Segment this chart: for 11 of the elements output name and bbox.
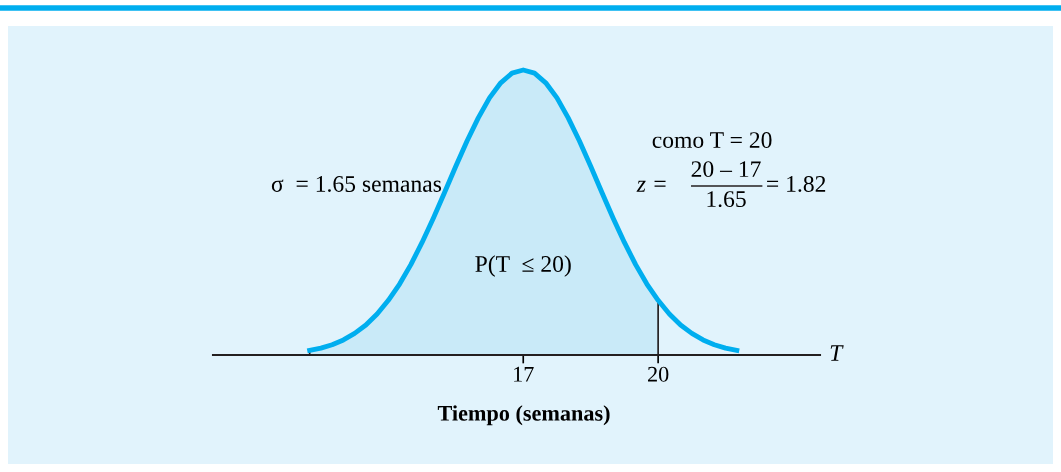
annotation: = 1.82 — [767, 175, 826, 192]
annotation: σ = 1.65 semanas — [271, 176, 442, 192]
annotation: 1.65 — [707, 191, 746, 208]
x-tick-label: 17 — [514, 366, 534, 382]
x-axis-title: Tiempo (semanas) — [437, 405, 610, 426]
x-tick-label: 20 — [648, 366, 669, 382]
annotation: 20 – 17 — [691, 161, 761, 178]
annotation: P(T ≤ 20) — [475, 255, 571, 277]
annotation: z = — [636, 180, 666, 192]
annotation: como T = 20 — [652, 132, 772, 148]
text: T — [830, 345, 844, 361]
